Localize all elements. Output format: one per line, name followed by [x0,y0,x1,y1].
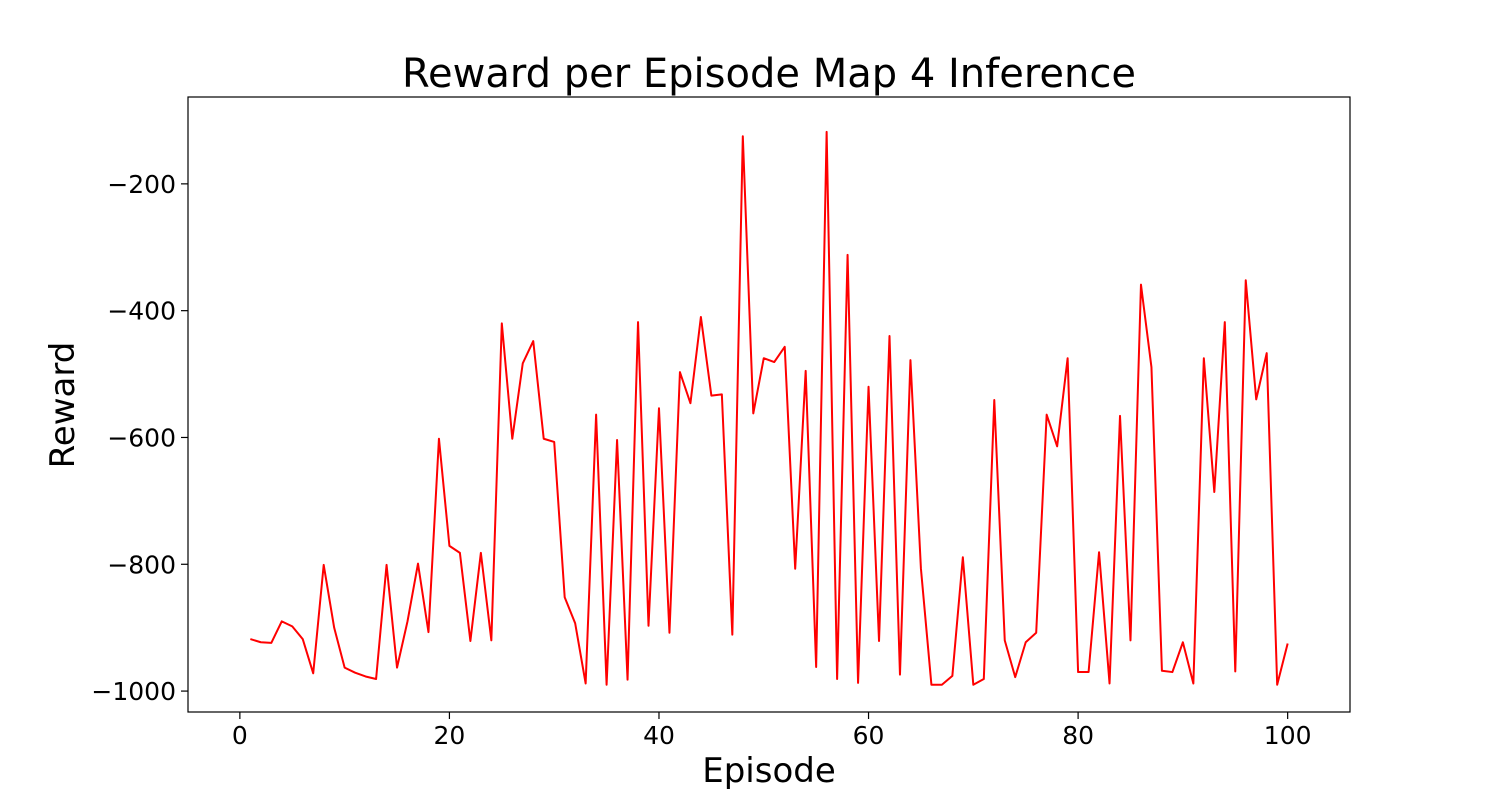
plot-frame [187,96,1351,713]
x-tick-label: 40 [643,721,675,750]
chart-title: Reward per Episode Map 4 Inference [402,51,1136,97]
y-axis-label: Reward [43,342,83,469]
y-axis: −1000 −800 −600 −400 −200 [91,170,188,706]
series-line-1 [250,130,1289,686]
y-tick-label: −800 [107,550,176,579]
x-tick-label: 100 [1264,721,1312,750]
x-axis: 0 20 40 60 80 100 [232,712,1312,750]
y-tick-label: −200 [107,170,176,199]
y-tick-label: −1000 [91,677,176,706]
x-axis-label: Episode [702,751,836,791]
x-tick-label: 80 [1062,721,1094,750]
y-tick-label: −600 [107,423,176,452]
x-tick-label: 20 [434,721,466,750]
x-tick-label: 60 [853,721,885,750]
y-tick-label: −400 [107,297,176,326]
plot-area [250,130,1289,686]
x-tick-label: 0 [232,721,248,750]
